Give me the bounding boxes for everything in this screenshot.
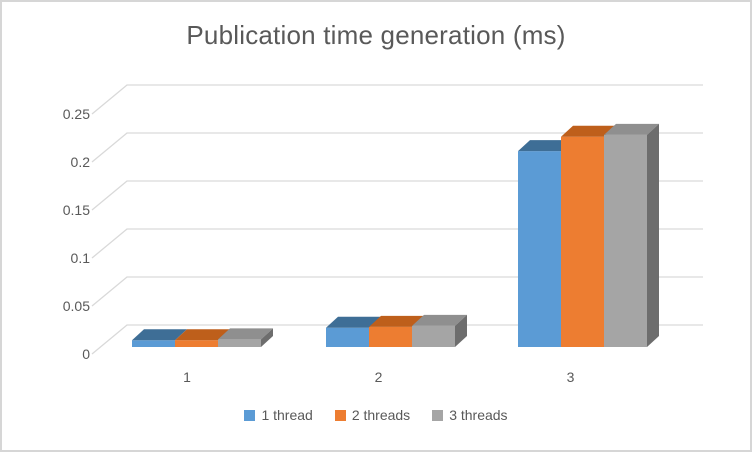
bar-top-face — [218, 328, 273, 340]
bar-top-face — [175, 329, 230, 341]
legend-swatch-icon — [334, 409, 346, 421]
bar-1-thread-cat-2 — [326, 316, 381, 347]
bar-front-face — [369, 326, 412, 347]
x-axis-category-label: 2 — [375, 369, 383, 385]
bar-front-face — [326, 327, 369, 347]
bar-2-threads-cat-2 — [369, 315, 424, 347]
bar-top-face — [369, 315, 424, 327]
legend-item-1-thread: 1 thread — [244, 407, 313, 423]
legend-item-3-threads: 3 threads — [432, 407, 508, 423]
bar-front-face — [175, 340, 218, 347]
legend-label: 1 thread — [261, 407, 313, 423]
bar-front-face — [218, 339, 261, 347]
y-axis-tick-label: 0.05 — [63, 298, 90, 314]
y-axis-tick-label: 0.15 — [63, 202, 90, 218]
gridline — [91, 132, 703, 163]
bar-front-face — [132, 340, 175, 347]
bar-front-face — [604, 134, 647, 347]
bar-front-face — [561, 136, 604, 347]
y-axis-tick-label: 0.25 — [63, 106, 90, 122]
bar-top-face — [561, 125, 616, 137]
legend-label: 2 threads — [351, 407, 411, 423]
chart-title: Publication time generation (ms) — [186, 20, 566, 50]
bar-top-face — [518, 140, 573, 152]
bar-3-threads-cat-2 — [412, 314, 467, 347]
gridline — [91, 324, 703, 355]
bar-2-threads-cat-1 — [175, 329, 230, 347]
bar-top-face — [412, 314, 467, 326]
bar-top-face — [326, 316, 381, 328]
gridline — [91, 228, 703, 259]
gridline — [91, 180, 703, 211]
bar-front-face — [412, 325, 455, 347]
legend-swatch-icon — [244, 409, 256, 421]
x-axis-category-label: 3 — [567, 369, 575, 385]
bar-side-face — [647, 123, 659, 347]
x-axis-category-label: 1 — [183, 369, 191, 385]
legend-item-2-threads: 2 threads — [334, 407, 411, 423]
legend: 1 thread 2 threads 3 threads — [2, 407, 750, 423]
bar-side-face — [455, 314, 467, 347]
bar-3-threads-cat-3 — [604, 123, 659, 347]
legend-label: 3 threads — [449, 407, 508, 423]
gridline — [91, 84, 703, 115]
legend-swatch-icon — [432, 409, 444, 421]
bar-top-face — [604, 123, 659, 135]
bar-3-threads-cat-1 — [218, 328, 273, 347]
bar-top-face — [132, 329, 187, 341]
bar-1-thread-cat-3 — [518, 140, 573, 347]
bar-1-thread-cat-1 — [132, 329, 187, 347]
bar-2-threads-cat-3 — [561, 125, 616, 347]
y-axis-tick-label: 0.1 — [71, 250, 91, 266]
y-axis-tick-label: 0 — [82, 346, 90, 362]
bar-side-face — [261, 328, 273, 347]
y-axis-tick-label: 0.2 — [71, 154, 91, 170]
bar-front-face — [518, 151, 561, 347]
gridline — [91, 276, 703, 307]
